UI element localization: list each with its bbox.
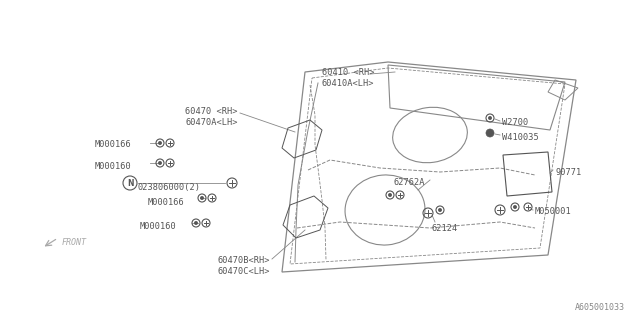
Circle shape <box>200 196 204 200</box>
Text: N: N <box>127 179 133 188</box>
Circle shape <box>438 208 442 212</box>
Text: 60470 <RH>: 60470 <RH> <box>185 107 237 116</box>
Circle shape <box>486 129 494 137</box>
Text: 60470B<RH>: 60470B<RH> <box>218 256 271 265</box>
Circle shape <box>159 141 161 145</box>
Text: M050001: M050001 <box>535 207 572 216</box>
Circle shape <box>513 205 516 209</box>
Text: M000166: M000166 <box>95 140 132 149</box>
Text: M000160: M000160 <box>95 162 132 171</box>
Circle shape <box>488 116 492 120</box>
Text: W2700: W2700 <box>502 118 528 127</box>
Text: W410035: W410035 <box>502 133 539 142</box>
Text: 60470C<LH>: 60470C<LH> <box>218 267 271 276</box>
Text: M000160: M000160 <box>140 222 177 231</box>
Text: 60410A<LH>: 60410A<LH> <box>322 79 374 88</box>
Text: 60410 <RH>: 60410 <RH> <box>322 68 374 77</box>
Text: 62124: 62124 <box>432 224 458 233</box>
Circle shape <box>388 193 392 196</box>
Text: 90771: 90771 <box>555 168 581 177</box>
Text: FRONT: FRONT <box>62 238 87 247</box>
Text: M000166: M000166 <box>148 198 185 207</box>
Text: A605001033: A605001033 <box>575 303 625 312</box>
Circle shape <box>195 221 198 225</box>
Text: 60470A<LH>: 60470A<LH> <box>185 118 237 127</box>
Text: 023806000(2): 023806000(2) <box>138 183 201 192</box>
Text: 62762A: 62762A <box>393 178 424 187</box>
Circle shape <box>159 161 161 164</box>
